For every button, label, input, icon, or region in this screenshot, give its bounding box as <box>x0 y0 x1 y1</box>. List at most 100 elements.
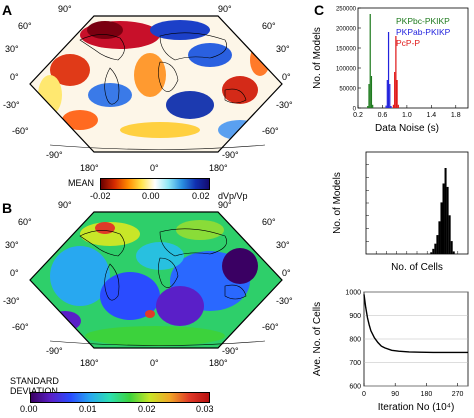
mean-map <box>29 15 283 153</box>
x-tick-label: 270 <box>452 391 464 398</box>
panel-label-a: A <box>2 2 13 18</box>
std-colorbar-title-line2: DEVIATION <box>10 386 58 396</box>
x-axis-label: Data Noise (s) <box>375 123 439 134</box>
std-colorbar-tick-0: 0.00 <box>20 404 38 414</box>
histogram-bar <box>368 84 370 108</box>
histogram-bar <box>446 186 449 254</box>
map-a-lat-90-left: 90° <box>58 4 72 14</box>
y-tick-label: 150000 <box>336 47 357 53</box>
legend-entry: PcP-P <box>396 38 420 48</box>
y-tick-label: 800 <box>349 337 361 344</box>
map-a-lat-90-right: 90° <box>218 4 232 14</box>
y-tick-label: 250000 <box>336 7 357 13</box>
map-b-lat-90-left: 90° <box>58 200 72 210</box>
histogram-bar <box>430 252 433 254</box>
histogram-bar <box>397 104 399 108</box>
mean-colorbar-tick-2: 0.02 <box>192 191 210 201</box>
map-b-lat-m30-right: -30° <box>276 296 293 306</box>
plot-frame <box>365 151 469 255</box>
histogram-bar <box>394 72 396 108</box>
histogram-bar <box>395 36 397 108</box>
legend-entry: PKPab-PKIKP <box>396 27 451 37</box>
histogram-bar <box>372 104 374 108</box>
panel-label-c: C <box>314 2 325 18</box>
map-a-lat-m30-right: -30° <box>276 100 293 110</box>
histogram-bar <box>396 80 398 108</box>
map-a-lon-0: 0° <box>150 163 159 173</box>
x-tick-label: 0.2 <box>353 112 363 119</box>
map-b-lat-m60-right: -60° <box>262 322 279 332</box>
map-a-lat-0-right: 0° <box>282 72 291 82</box>
histogram-bar <box>432 248 435 254</box>
map-b-lat-30-left: 30° <box>5 240 19 250</box>
histogram-bar <box>448 215 451 254</box>
panel-label-b: B <box>2 200 13 216</box>
histogram-bar <box>369 14 371 108</box>
mean-colorbar <box>100 178 210 190</box>
map-a-lat-30-right: 30° <box>276 44 290 54</box>
histogram-bar <box>389 84 391 108</box>
map-b-lat-m60-left: -60° <box>12 322 29 332</box>
map-a-lat-m60-right: -60° <box>262 126 279 136</box>
histogram-bar <box>392 104 395 108</box>
histogram-bar <box>450 241 453 254</box>
y-tick-label: 600 <box>349 384 361 391</box>
y-tick-label: 1000 <box>345 290 361 297</box>
map-b-lat-60-right: 60° <box>262 217 276 227</box>
map-b-lon-180-right: 180° <box>209 358 228 368</box>
legend-entry: PKPbc-PKIKP <box>396 16 450 26</box>
std-map <box>29 211 283 349</box>
map-a-lat-m30-left: -30° <box>3 100 20 110</box>
std-colorbar <box>30 392 210 403</box>
map-b-lon-0: 0° <box>150 358 159 368</box>
x-axis-label: Iteration No (10⁴) <box>378 402 455 413</box>
histogram-bar <box>385 105 387 108</box>
y-axis-label: Ave. No. of Cells <box>312 302 323 376</box>
map-a-lat-0-left: 0° <box>10 72 19 82</box>
x-tick-label: 0 <box>362 391 366 398</box>
average-cells-line <box>363 294 468 354</box>
map-a-lon-180-left: 180° <box>80 163 99 173</box>
y-axis-label: No. of Models <box>312 27 323 89</box>
map-b-lat-90-right: 90° <box>218 200 232 210</box>
x-tick-label: 90 <box>391 391 399 398</box>
map-b-lon-180-left: 180° <box>80 358 99 368</box>
x-tick-label: 180 <box>421 391 433 398</box>
std-colorbar-tick-1: 0.01 <box>79 404 97 414</box>
map-b-lat-0-right: 0° <box>282 268 291 278</box>
iteration-line-chart: 600 700 800 900 1000 0 90 180 270 Iteration No (1… <box>312 290 469 413</box>
x-tick-label: 0.6 <box>378 112 388 119</box>
y-tick-label: 0 <box>353 107 357 113</box>
map-a-lat-m60-left: -60° <box>12 126 29 136</box>
cells-histogram: No. of Cells No. of Models <box>332 151 469 273</box>
plot-frame <box>357 7 469 109</box>
map-a-lat-m90-right: -90° <box>222 150 239 160</box>
histogram-bar <box>438 221 441 254</box>
map-b-lat-m90-left: -90° <box>46 346 63 356</box>
x-tick-label: 1.4 <box>426 112 436 119</box>
histogram-bar <box>444 168 447 254</box>
map-b-lat-60-left: 60° <box>18 217 32 227</box>
y-axis-label: No. of Models <box>332 172 343 234</box>
mean-colorbar-title: MEAN <box>68 178 95 188</box>
histogram-bar <box>434 243 437 254</box>
mean-colorbar-unit: dVp/Vp <box>218 191 248 201</box>
x-tick-label: 1.0 <box>402 112 412 119</box>
histogram-bar <box>436 235 439 254</box>
y-tick-label: 50000 <box>339 87 356 93</box>
map-a-lat-60-left: 60° <box>18 21 32 31</box>
histogram-bar <box>452 251 455 254</box>
x-tick-label: 1.8 <box>451 112 461 119</box>
y-tick-label: 200000 <box>336 27 357 33</box>
std-colorbar-tick-2: 0.02 <box>138 404 156 414</box>
histogram-bar <box>390 106 392 108</box>
histogram-bar <box>442 183 445 254</box>
histogram-bar <box>440 202 443 254</box>
histogram-bar <box>387 32 390 108</box>
mean-colorbar-tick-1: 0.00 <box>142 191 160 201</box>
y-tick-label: 900 <box>349 313 361 320</box>
map-b-lat-30-right: 30° <box>276 240 290 250</box>
y-tick-label: 700 <box>349 360 361 367</box>
histogram-bar <box>370 76 373 108</box>
map-a-lat-m90-left: -90° <box>46 150 63 160</box>
